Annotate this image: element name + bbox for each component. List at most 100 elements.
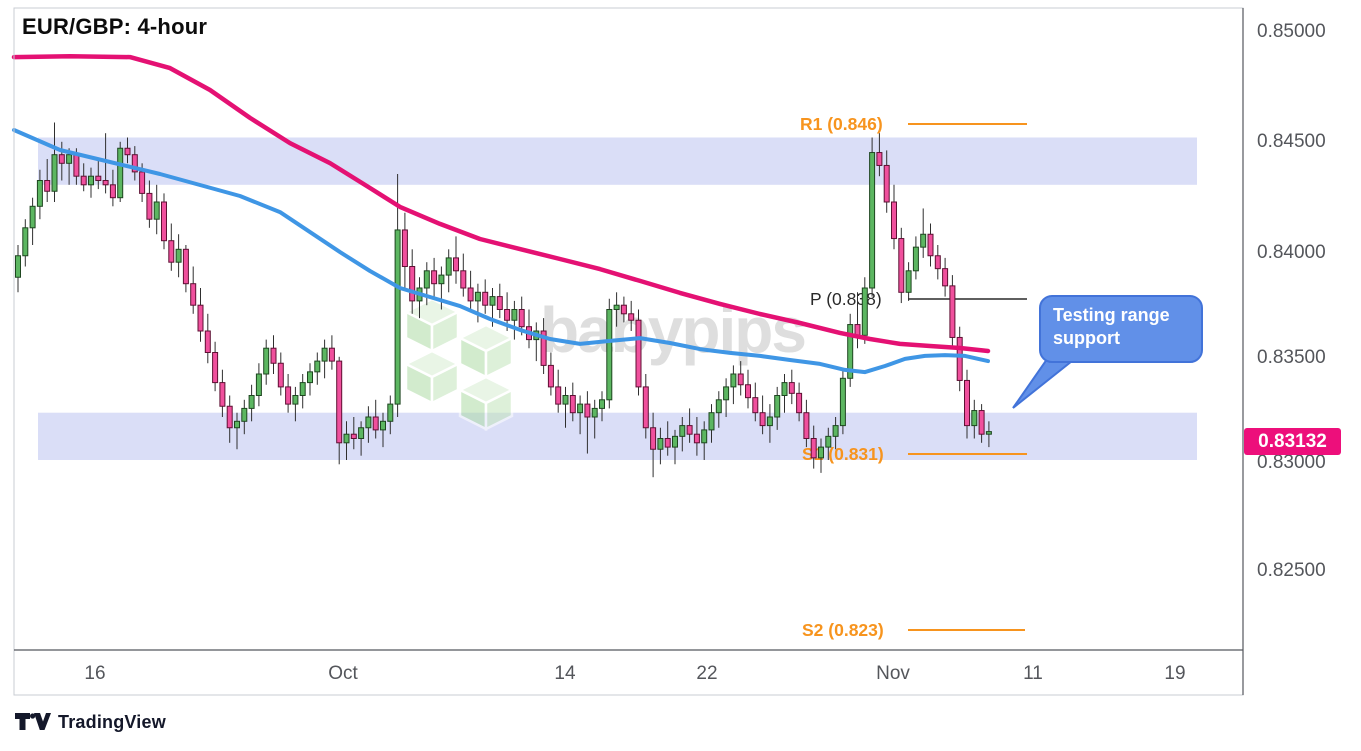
candle-body-up [248, 395, 255, 409]
candle-body-down [161, 201, 167, 242]
pivot-level-p: P (0.838) [810, 289, 1027, 309]
annotation-line-1: Testing range [1053, 305, 1170, 325]
candle-body-down [460, 270, 467, 289]
candle-body-up [905, 270, 912, 293]
candle [927, 223, 934, 267]
candle-body-down [168, 240, 175, 263]
candle [168, 223, 175, 271]
candle-body-up [321, 347, 328, 362]
candle-body-up [861, 287, 868, 336]
candle-body-up [117, 147, 124, 199]
candle [409, 249, 416, 314]
candle-body-up [599, 399, 605, 409]
candle [460, 253, 467, 297]
candle-body-down [139, 171, 146, 194]
candle [657, 427, 664, 465]
candle [204, 313, 211, 364]
candle [759, 395, 766, 435]
candle-body-down [73, 154, 80, 177]
candle-body-down [197, 304, 204, 332]
candle-body-up [489, 296, 496, 306]
candle [708, 404, 715, 443]
candle-body-up [606, 309, 613, 401]
time-axis[interactable] [14, 650, 1243, 695]
tradingview-logo[interactable]: TradingView [15, 710, 166, 734]
candle [29, 197, 36, 245]
candle [255, 363, 262, 407]
candle-body-up [51, 154, 58, 192]
candle [358, 421, 365, 456]
candle [445, 249, 452, 293]
support-zone [38, 412, 1197, 460]
candle-body-down [620, 304, 627, 315]
candle [380, 412, 386, 448]
candle-body-up [234, 420, 240, 429]
candle [307, 363, 313, 396]
candle [117, 141, 124, 202]
candle-body-down [854, 324, 861, 336]
candle [365, 406, 372, 443]
candle-body-up [920, 233, 927, 248]
candle-body-up [66, 154, 73, 164]
candle-body-down [285, 386, 292, 405]
last-price-badge: 0.83132 [1244, 428, 1341, 455]
candle [934, 245, 941, 280]
candle-body-down [664, 438, 671, 448]
candle-body-up [241, 407, 248, 422]
candle-body-down [569, 395, 576, 414]
candle [241, 399, 248, 435]
candle-body-up [380, 420, 386, 431]
candle-body-down [409, 266, 416, 302]
candle [263, 339, 270, 385]
candle-body-down [737, 373, 744, 386]
candle-body-up [88, 175, 94, 186]
candle-body-down [810, 438, 817, 459]
candle [730, 365, 737, 405]
candle-body-up [175, 248, 182, 263]
candle-body-up [715, 399, 722, 414]
candle-body-up [394, 229, 401, 405]
candle-body-down [628, 313, 635, 321]
candle [197, 288, 204, 342]
candle-body-down [898, 238, 905, 293]
candle-body-up [577, 403, 584, 414]
candle [978, 404, 985, 443]
candle-body-up [263, 347, 270, 375]
candle [124, 137, 131, 164]
candle [102, 133, 109, 194]
tradingview-icon [15, 713, 51, 730]
candle [314, 352, 321, 385]
candle [328, 335, 335, 370]
candle-body-down [80, 175, 87, 186]
candle-body-down [124, 147, 131, 156]
candle-body-down [453, 257, 459, 272]
candle-body-down [745, 384, 751, 399]
candle [51, 122, 58, 202]
candle [832, 417, 839, 450]
candle [336, 356, 343, 465]
candle [95, 159, 102, 190]
candle-body-down [350, 433, 357, 440]
price-axis-label: 0.82500 [1257, 560, 1326, 581]
candle-body-up [708, 412, 715, 431]
candle [526, 309, 532, 349]
candle-body-down [204, 330, 211, 353]
candle-body-up [839, 377, 846, 427]
candle [15, 245, 21, 293]
candle [905, 262, 912, 301]
resistance-zone [38, 137, 1197, 185]
candle [788, 369, 795, 405]
candle [562, 386, 569, 428]
candle [109, 169, 116, 207]
candle [511, 300, 518, 340]
candle [964, 369, 970, 439]
candle-body-up [766, 416, 773, 427]
candle-body-down [212, 352, 219, 384]
candle-body-down [182, 248, 189, 285]
candle [292, 386, 299, 422]
candle [664, 421, 671, 456]
candle-body-up [701, 429, 708, 444]
candle-body-up [781, 382, 788, 397]
